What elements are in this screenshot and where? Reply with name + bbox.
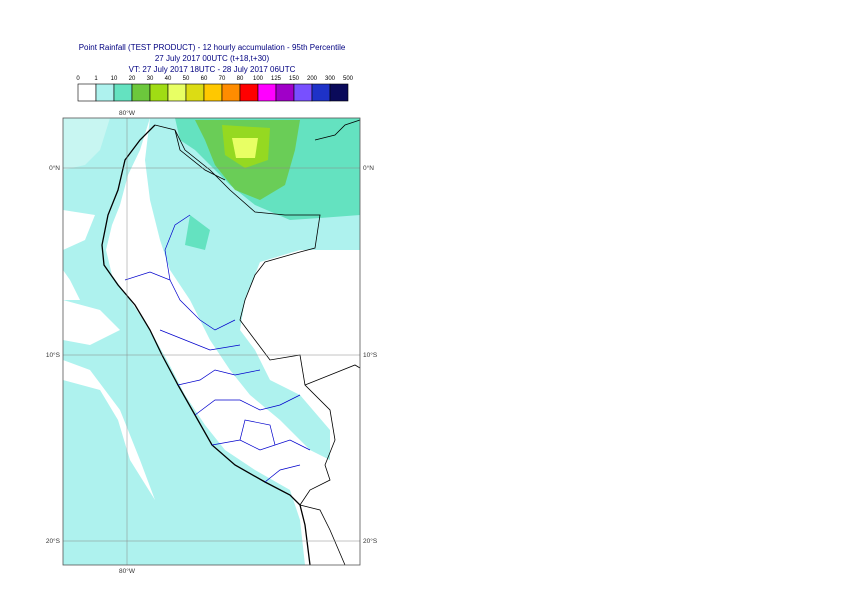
legend-swatch [131, 83, 151, 102]
lon-label: 80°W [119, 567, 136, 575]
title-line: 27 July 2017 00UTC (t+18,t+30) [155, 54, 270, 63]
legend-label: 70 [219, 76, 226, 82]
legend-label: 125 [271, 76, 282, 82]
legend-swatch [275, 83, 295, 102]
lat-label: 20°S [46, 537, 61, 545]
legend-label: 40 [165, 76, 172, 82]
legend-swatch [293, 83, 313, 102]
legend-label: 300 [325, 76, 336, 82]
legend-label: 100 [253, 76, 264, 82]
lat-label: 20°S [363, 537, 378, 545]
map-panel [62, 117, 361, 566]
legend-swatch [77, 83, 97, 102]
color-legend: 0 1 10 20 30 40 50 60 70 80 100 125 150 200 300 500 [76, 76, 354, 102]
lat-label: 0°N [49, 164, 60, 172]
title-line: VT: 27 July 2017 18UTC - 28 July 2017 06… [129, 65, 296, 74]
legend-label: 60 [201, 76, 208, 82]
lat-label: 10°S [46, 351, 61, 359]
legend-label: 150 [289, 76, 300, 82]
legend-label: 10 [111, 76, 118, 82]
legend-swatch [113, 83, 133, 102]
legend-label: 20 [129, 76, 136, 82]
lat-label: 10°S [363, 351, 378, 359]
legend-swatch [185, 83, 205, 102]
legend-swatch [203, 83, 223, 102]
legend-label: 80 [237, 76, 244, 82]
lon-label: 80°W [119, 109, 136, 117]
lat-label: 0°N [363, 164, 374, 172]
legend-label: 0 [76, 76, 80, 82]
legend-swatch [257, 83, 277, 102]
legend-label: 50 [183, 76, 190, 82]
legend-swatch [149, 83, 169, 102]
legend-label: 500 [343, 76, 354, 82]
legend-label: 1 [94, 76, 98, 82]
legend-swatch [167, 83, 187, 102]
legend-swatch [329, 83, 349, 102]
legend-swatch [311, 83, 331, 102]
legend-swatch [95, 83, 115, 102]
legend-swatch [221, 83, 241, 102]
legend-label: 200 [307, 76, 318, 82]
legend-label: 30 [147, 76, 154, 82]
legend-swatch [239, 83, 259, 102]
title-line: Point Rainfall (TEST PRODUCT) - 12 hourl… [79, 43, 346, 52]
